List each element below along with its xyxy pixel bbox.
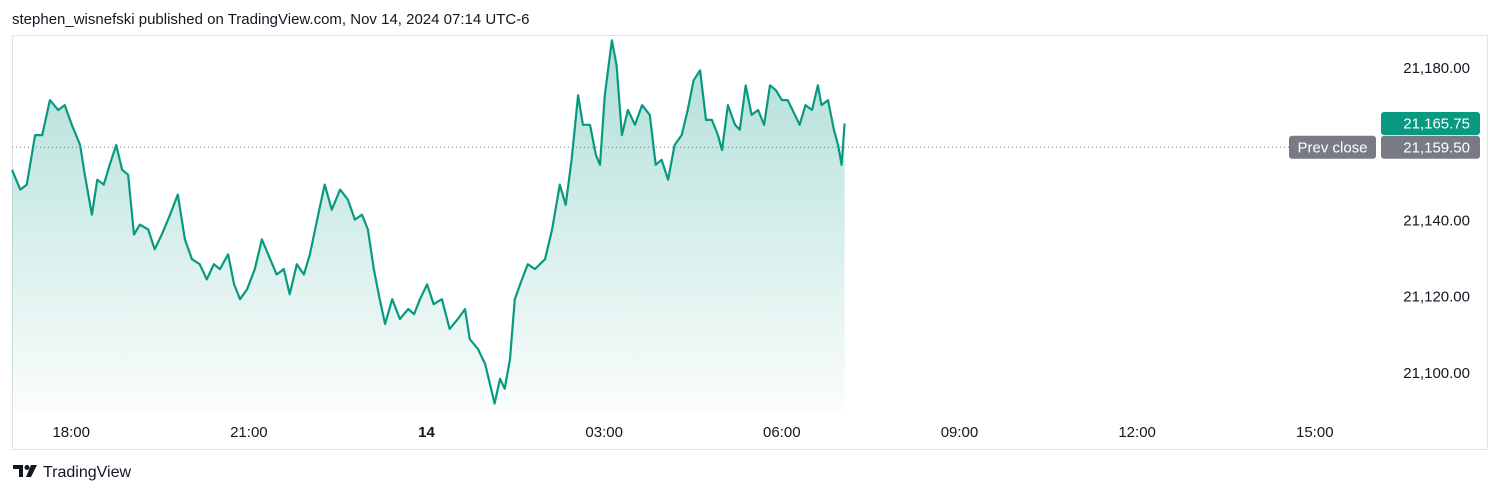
x-tick-label: 12:00 <box>1118 424 1156 441</box>
x-tick-label: 06:00 <box>763 424 801 441</box>
prev-close-label: 21,159.50 <box>1403 139 1470 156</box>
last-price-box <box>1381 112 1480 136</box>
prev-close-name: Prev close <box>1297 139 1367 156</box>
header-text: stephen_wisnefski published on TradingVi… <box>12 11 530 28</box>
price-line <box>10 39 846 405</box>
x-tick-label: 21:00 <box>230 424 268 441</box>
y-tick-label: 21,180.00 <box>1403 60 1470 77</box>
x-tick-label: 03:00 <box>585 424 623 441</box>
x-tick-label: 09:00 <box>941 424 979 441</box>
area-fill <box>12 40 845 411</box>
x-tick-label: 15:00 <box>1296 424 1334 441</box>
prev-close-tag <box>1289 135 1376 159</box>
prev-close-box <box>1381 135 1480 159</box>
x-tick-label: 14 <box>418 424 435 441</box>
logo <box>13 465 37 477</box>
y-tick-label: 21,140.00 <box>1403 213 1470 230</box>
y-tick-label: 21,120.00 <box>1403 289 1470 306</box>
last-price-label: 21,165.75 <box>1403 115 1470 132</box>
y-tick-label: 21,100.00 <box>1403 365 1470 382</box>
x-tick-label: 18:00 <box>52 424 90 441</box>
footer-brand: TradingView <box>43 464 131 481</box>
